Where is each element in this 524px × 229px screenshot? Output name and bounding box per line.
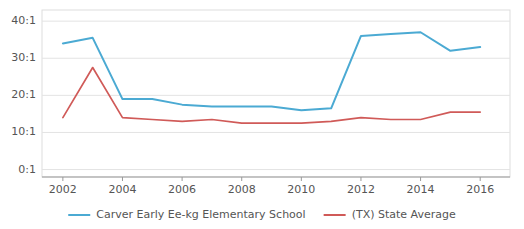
x-tick-label: 2002: [49, 183, 77, 196]
x-axis-line: [42, 177, 510, 178]
x-tick-label: 2006: [168, 183, 196, 196]
x-tick-label: 2012: [347, 183, 375, 196]
legend-swatch: [68, 214, 90, 216]
x-tick-label: 2016: [466, 183, 494, 196]
x-tick: [182, 177, 183, 181]
legend: Carver Early Ee-kg Elementary School (TX)…: [68, 208, 456, 221]
x-tick-label: 2010: [287, 183, 315, 196]
legend-swatch: [324, 214, 346, 216]
grid-line: [42, 169, 510, 170]
grid-line: [42, 21, 510, 22]
x-tick: [480, 177, 481, 181]
x-tick: [360, 177, 361, 181]
legend-label: (TX) State Average: [352, 208, 456, 221]
series-line: [63, 68, 480, 124]
x-tick: [241, 177, 242, 181]
x-tick-label: 2014: [407, 183, 435, 196]
y-tick-label: 20:1: [11, 88, 36, 101]
plot-area: [63, 32, 480, 123]
legend-label: Carver Early Ee-kg Elementary School: [96, 208, 305, 221]
grid-line: [42, 58, 510, 59]
x-tick-label: 2008: [228, 183, 256, 196]
x-tick: [420, 177, 421, 181]
grid-line: [42, 95, 510, 96]
y-tick-label: 0:1: [18, 163, 36, 176]
x-tick: [62, 177, 63, 181]
y-tick-label: 40:1: [11, 14, 36, 27]
grid-line: [42, 132, 510, 133]
series-line: [63, 32, 480, 110]
plot-frame: [42, 10, 510, 177]
chart: 0:1 10:1 20:1 30:1 40:1 2002 2004 2006 2008 2010 2…: [0, 0, 524, 229]
y-tick-label: 30:1: [11, 51, 36, 64]
x-tick: [122, 177, 123, 181]
x-tick-label: 2004: [108, 183, 136, 196]
x-tick: [301, 177, 302, 181]
y-tick-label: 10:1: [11, 125, 36, 138]
